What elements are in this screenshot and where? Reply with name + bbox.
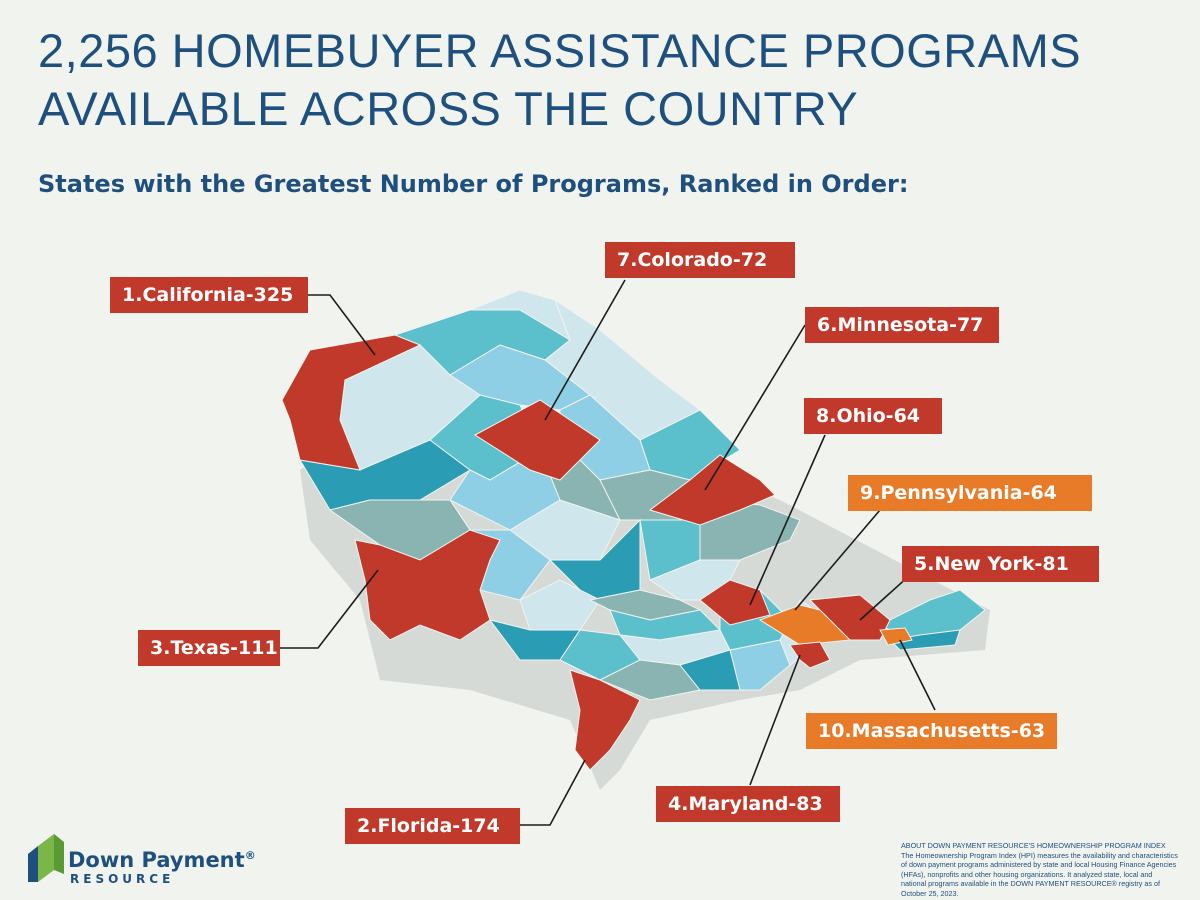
state-california xyxy=(281,334,422,471)
leader-lines xyxy=(280,279,936,826)
rank-label-maryland: 4.Maryland-83 xyxy=(656,786,840,822)
leader-line-ohio xyxy=(749,434,826,606)
rank-label-california: 1.California-325 xyxy=(110,277,308,313)
leader-line-massachusetts xyxy=(899,639,936,711)
logo-sub: RESOURCE xyxy=(70,872,175,886)
rank-label-texas: 3.Texas-111 xyxy=(138,630,280,666)
state-massachusetts xyxy=(879,627,913,646)
page-subtitle: States with the Greatest Number of Progr… xyxy=(38,170,909,198)
state-minnesota xyxy=(648,454,776,526)
title-line-1: 2,256 HOMEBUYER ASSISTANCE PROGRAMS xyxy=(38,24,1082,77)
highlighted-states xyxy=(281,334,913,771)
leader-line-florida xyxy=(520,759,586,826)
rank-label-pennsylvania: 9.Pennsylvania-64 xyxy=(848,475,1092,511)
state-new-york xyxy=(808,594,891,641)
rank-label-new-york: 5.New York-81 xyxy=(902,546,1099,582)
state-ohio xyxy=(699,579,771,626)
leader-line-pennsylvania xyxy=(794,509,881,611)
rank-label-massachusetts: 10.Massachusetts-63 xyxy=(806,713,1057,749)
title-line-2: AVAILABLE ACROSS THE COUNTRY xyxy=(38,82,859,135)
house-logo-icon xyxy=(28,834,64,882)
leader-line-minnesota xyxy=(704,324,806,491)
state-florida xyxy=(569,669,641,771)
rank-label-minnesota: 6.Minnesota-77 xyxy=(805,307,999,343)
rank-label-colorado: 7.Colorado-72 xyxy=(605,242,795,278)
about-text: ABOUT DOWN PAYMENT RESOURCE'S HOMEOWNERS… xyxy=(901,841,1178,898)
leader-line-colorado xyxy=(544,279,626,421)
leader-line-maryland xyxy=(749,654,801,786)
page-title: 2,256 HOMEBUYER ASSISTANCE PROGRAMS AVAI… xyxy=(38,22,1178,138)
leader-line-texas xyxy=(280,569,379,649)
leader-line-california xyxy=(308,294,376,356)
logo-name: Down Payment® xyxy=(68,848,256,872)
state-texas xyxy=(354,529,501,641)
rank-label-florida: 2.Florida-174 xyxy=(345,808,520,844)
rank-label-ohio: 8.Ohio-64 xyxy=(804,398,942,434)
state-colorado xyxy=(474,399,601,481)
leader-line-new-york xyxy=(859,574,911,621)
